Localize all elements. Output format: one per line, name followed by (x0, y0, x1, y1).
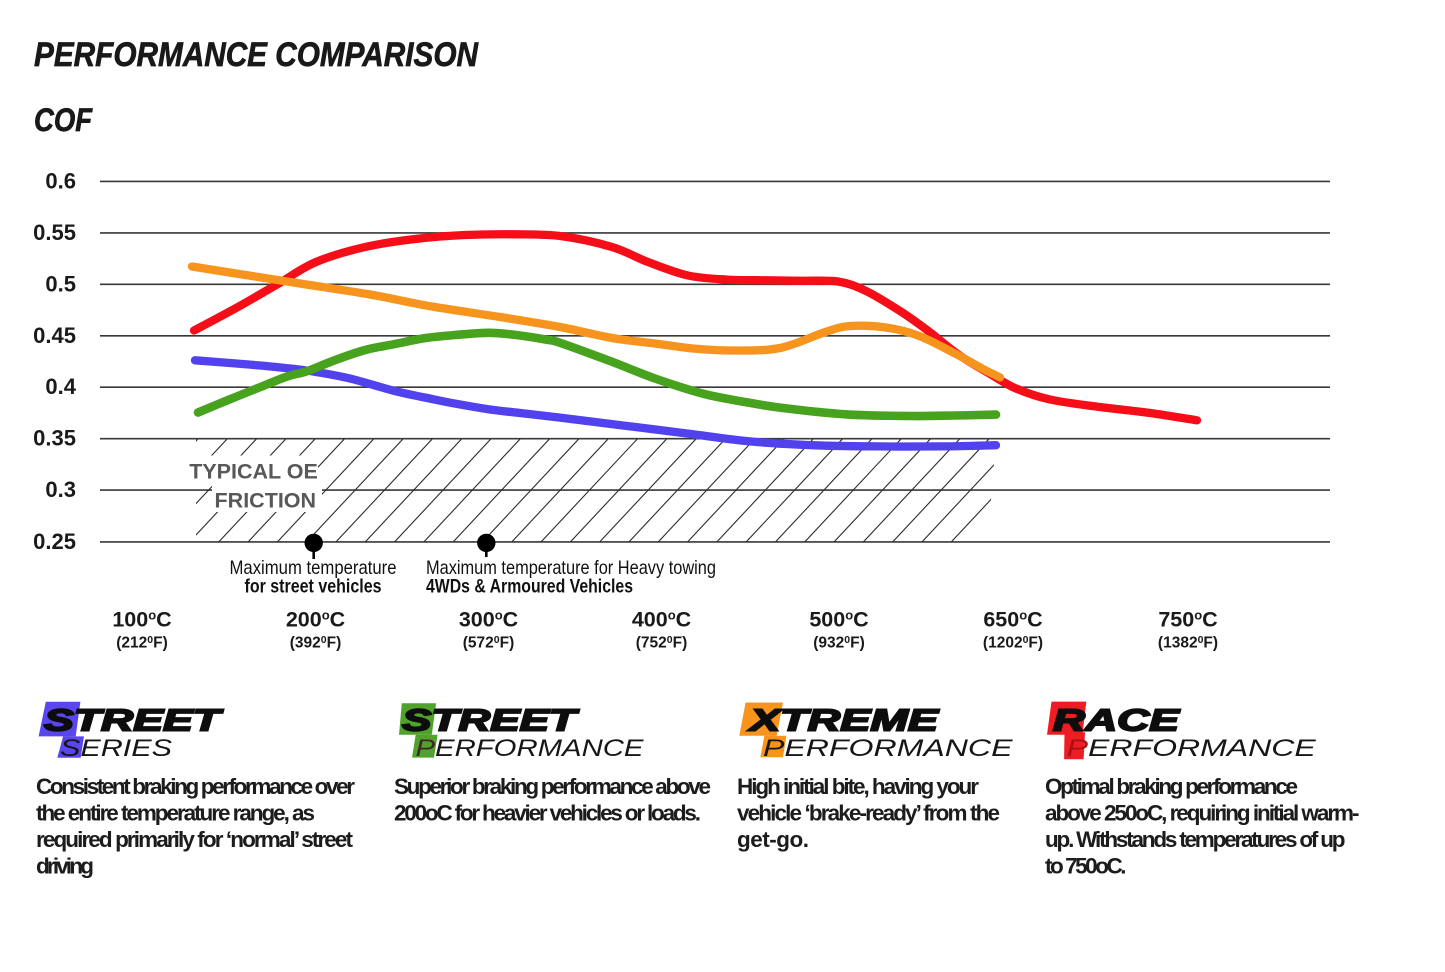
svg-text:(5720F): (5720F) (463, 634, 515, 652)
svg-text:TYPICAL OE: TYPICAL OE (189, 460, 318, 484)
svg-text:Maximum temperature: Maximum temperature (230, 557, 397, 579)
svg-text:PERFORMANCE: PERFORMANCE (1067, 735, 1317, 762)
svg-text:vehicle ‘brake-ready’ from the: vehicle ‘brake-ready’ from the (737, 801, 1000, 826)
svg-text:0.55: 0.55 (33, 220, 76, 245)
svg-text:0.45: 0.45 (33, 323, 76, 348)
svg-text:SERIES: SERIES (60, 735, 173, 762)
svg-text:to 750oC.: to 750oC. (1045, 854, 1127, 879)
svg-text:(7520F): (7520F) (636, 634, 688, 652)
svg-text:High initial bite, having your: High initial bite, having your (737, 774, 979, 799)
svg-text:RACE: RACE (1053, 703, 1181, 738)
svg-text:up. Withstands temperatures of: up. Withstands temperatures of up (1045, 827, 1346, 852)
svg-text:(3920F): (3920F) (290, 634, 342, 652)
svg-text:STREET: STREET (44, 703, 224, 738)
svg-text:650oC: 650oC (983, 608, 1042, 632)
svg-text:COF: COF (34, 102, 93, 138)
svg-text:for street vehicles: for street vehicles (245, 576, 382, 598)
svg-text:PERFORMANCE: PERFORMANCE (763, 735, 1013, 762)
svg-text:XTREME: XTREME (747, 703, 940, 738)
svg-text:(13820F): (13820F) (1158, 634, 1218, 652)
svg-text:400oC: 400oC (632, 608, 691, 632)
svg-text:STREET: STREET (402, 703, 580, 738)
svg-text:100oC: 100oC (112, 608, 171, 632)
svg-text:PERFORMANCE COMPARISON: PERFORMANCE COMPARISON (34, 36, 479, 74)
svg-text:(2120F): (2120F) (116, 634, 168, 652)
svg-text:(9320F): (9320F) (813, 634, 865, 652)
svg-text:0.4: 0.4 (45, 374, 76, 399)
svg-text:200oC: 200oC (286, 608, 345, 632)
svg-text:Superior braking performance a: Superior braking performance above (394, 774, 711, 799)
svg-text:500oC: 500oC (809, 608, 868, 632)
svg-text:0.6: 0.6 (45, 168, 76, 193)
svg-text:750oC: 750oC (1158, 608, 1217, 632)
svg-text:0.3: 0.3 (45, 477, 76, 502)
svg-text:Maximum temperature for Heavy: Maximum temperature for Heavy towing (426, 557, 716, 579)
svg-text:(12020F): (12020F) (983, 634, 1043, 652)
svg-text:driving: driving (36, 854, 94, 879)
svg-text:required primarily for ‘normal: required primarily for ‘normal’ street (36, 827, 354, 852)
svg-text:0.25: 0.25 (33, 529, 76, 554)
svg-text:the entire temperature range,: the entire temperature range, as (36, 801, 315, 826)
svg-text:PERFORMANCE: PERFORMANCE (416, 735, 645, 762)
svg-text:4WDs & Armoured Vehicles: 4WDs & Armoured Vehicles (426, 576, 633, 598)
svg-text:300oC: 300oC (459, 608, 518, 632)
svg-text:above 250oC, requiring initial: above 250oC, requiring initial warm- (1045, 801, 1360, 826)
svg-text:0.35: 0.35 (33, 426, 76, 451)
svg-text:FRICTION: FRICTION (215, 488, 317, 512)
svg-text:0.5: 0.5 (45, 271, 76, 296)
svg-text:Optimal braking performance: Optimal braking performance (1045, 774, 1298, 799)
svg-text:200oC for heavier vehicles or: 200oC for heavier vehicles or loads. (394, 801, 701, 826)
svg-text:Consistent braking performance: Consistent braking performance over (36, 774, 355, 799)
svg-text:get-go.: get-go. (737, 827, 809, 852)
